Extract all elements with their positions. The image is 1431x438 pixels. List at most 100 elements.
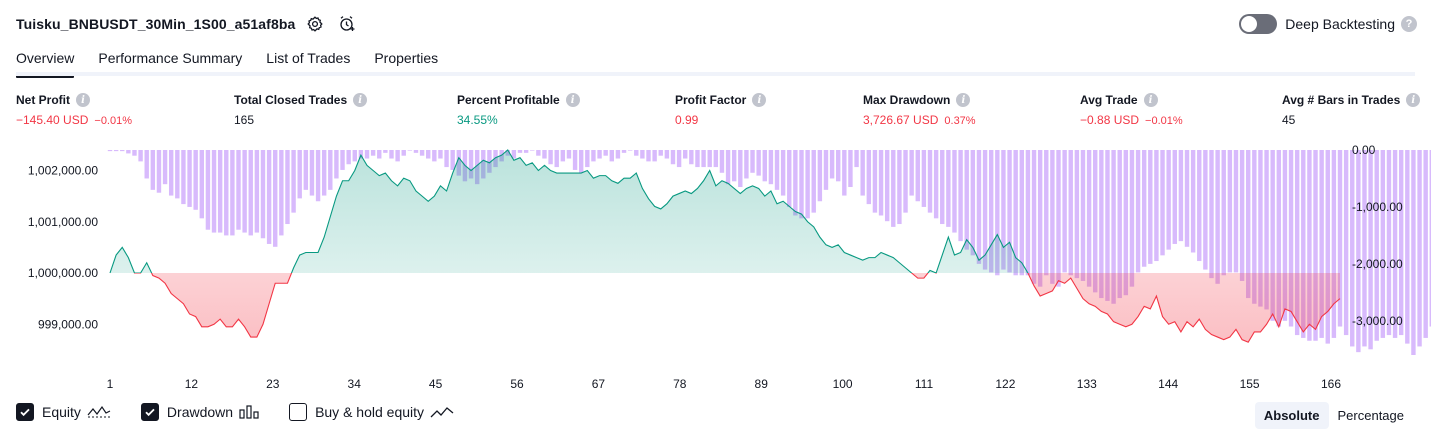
add-alert-icon[interactable] — [335, 12, 359, 36]
tab-properties[interactable]: Properties — [374, 50, 439, 66]
info-icon[interactable]: i — [752, 93, 767, 107]
drawdown-bar — [1313, 150, 1318, 341]
drawdown-bar — [432, 150, 437, 162]
drawdown-bar — [346, 150, 351, 165]
stat-max-drawdown: Max Drawdown i 3,726.67 USD 0.37% — [863, 93, 976, 127]
deep-backtesting-toggle[interactable] — [1239, 14, 1278, 34]
drawdown-bar — [725, 150, 731, 185]
drawdown-bar — [419, 150, 425, 156]
x-tick-label: 34 — [348, 377, 362, 391]
drawdown-bar — [793, 150, 798, 216]
drawdown-bar — [377, 150, 382, 159]
checkbox-unchecked-icon[interactable] — [289, 403, 308, 421]
info-icon[interactable]: i — [565, 93, 580, 107]
drawdown-bar — [168, 150, 174, 196]
drawdown-bar — [1294, 150, 1300, 336]
drawdown-bar — [132, 150, 137, 156]
x-tick-label: 111 — [915, 377, 934, 391]
equity-chart[interactable]: 1,002,000.00 1,001,000.00 1,000,000.00 999,… — [0, 140, 1431, 395]
drawdown-bar — [652, 150, 657, 162]
x-tick-label: 166 — [1321, 377, 1341, 391]
drawdown-bar — [1368, 150, 1373, 350]
drawdown-bar — [1264, 150, 1269, 310]
x-tick-label: 155 — [1240, 377, 1260, 391]
drawdown-bar — [401, 150, 406, 156]
tab-list-of-trades[interactable]: List of Trades — [266, 50, 351, 66]
legend-buy-hold[interactable]: Buy & hold equity — [289, 403, 454, 421]
drawdown-bar — [150, 150, 156, 190]
drawdown-bar — [107, 150, 113, 152]
tab-performance-summary[interactable]: Performance Summary — [98, 50, 243, 66]
equity-area — [110, 150, 1340, 343]
drawdown-bar — [328, 150, 333, 190]
stat-label: Percent Profitable — [457, 93, 560, 107]
drawdown-bar — [1001, 150, 1006, 270]
display-mode-switch: Absolute Percentage — [1254, 402, 1413, 429]
drawdown-bar — [126, 150, 131, 154]
x-tick-label: 89 — [755, 377, 769, 391]
drawdown-bar — [438, 150, 443, 159]
drawdown-bar — [909, 150, 914, 196]
stat-label: Net Profit — [16, 93, 70, 107]
stat-value: −0.88 USD — [1080, 113, 1140, 127]
x-tick-label: 78 — [673, 377, 687, 391]
info-icon[interactable]: i — [76, 93, 90, 107]
drawdown-bar — [199, 150, 204, 219]
drawdown-bar — [1184, 150, 1190, 247]
drawdown-bar — [1007, 150, 1012, 273]
drawdown-bar — [964, 150, 969, 250]
drawdown-bar — [854, 150, 859, 168]
legend-drawdown[interactable]: Drawdown — [140, 403, 259, 421]
drawdown-bar — [1392, 150, 1398, 338]
absolute-button[interactable]: Absolute — [1254, 402, 1329, 429]
drawdown-bar — [138, 150, 143, 162]
chart-legend: Equity Drawdown Buy & hold equity — [16, 403, 484, 421]
legend-label: Drawdown — [166, 404, 234, 420]
tabs-divider — [16, 72, 1415, 76]
drawdown-bar — [523, 150, 529, 153]
drawdown-bar — [230, 150, 235, 236]
drawdown-bar — [352, 150, 357, 162]
drawdown-bar — [701, 150, 706, 168]
drawdown-bars — [107, 150, 1431, 355]
drawdown-bar — [175, 150, 180, 199]
drawdown-bar — [1380, 150, 1386, 338]
drawdown-bar — [1386, 150, 1392, 336]
drawdown-bar — [683, 150, 688, 159]
drawdown-bar — [1405, 150, 1410, 344]
drawdown-bar — [1141, 150, 1147, 267]
drawdown-bar — [291, 150, 296, 213]
drawdown-bar — [1031, 150, 1037, 284]
legend-label: Buy & hold equity — [315, 404, 425, 420]
tab-overview[interactable]: Overview — [16, 46, 75, 78]
drawdown-bar — [995, 150, 1000, 276]
drawdown-bar — [487, 150, 492, 173]
y-tick-label-left: 1,002,000.00 — [28, 164, 98, 178]
stat-profit-factor: Profit Factor i 0.99 — [675, 93, 767, 127]
settings-icon[interactable] — [303, 12, 327, 36]
drawdown-bar — [1258, 150, 1263, 307]
help-icon[interactable]: ? — [1401, 16, 1417, 32]
checkbox-checked-icon[interactable] — [140, 403, 159, 421]
stat-label: Profit Factor — [675, 93, 747, 107]
equity-chart-svg: 1,002,000.00 1,001,000.00 1,000,000.00 999,… — [28, 143, 1431, 391]
info-icon[interactable]: i — [353, 93, 368, 107]
drawdown-bar — [768, 150, 774, 185]
legend-equity[interactable]: Equity — [16, 403, 111, 421]
info-icon[interactable]: i — [1406, 93, 1421, 107]
info-icon[interactable]: i — [956, 93, 971, 107]
drawdown-bar — [1319, 150, 1324, 338]
percentage-button[interactable]: Percentage — [1337, 408, 1405, 423]
stat-label: Total Closed Trades — [234, 93, 348, 107]
drawdown-bar — [627, 150, 633, 151]
drawdown-bar — [836, 150, 841, 182]
drawdown-bar — [1129, 150, 1135, 287]
drawdown-bar — [1209, 150, 1214, 279]
drawdown-bar — [260, 150, 266, 239]
buy-hold-line-icon — [430, 405, 454, 419]
checkbox-checked-icon[interactable] — [16, 403, 34, 421]
drawdown-bar — [1239, 150, 1245, 281]
strategy-title: Tuisku_BNBUSDT_30Min_1S00_a51af8ba — [16, 16, 296, 32]
info-icon[interactable]: i — [1143, 93, 1158, 107]
drawdown-bar — [193, 150, 198, 210]
